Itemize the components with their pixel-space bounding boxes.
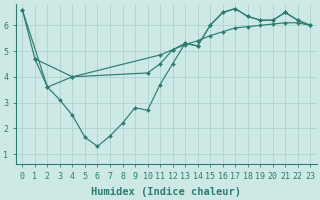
X-axis label: Humidex (Indice chaleur): Humidex (Indice chaleur) bbox=[91, 186, 241, 197]
